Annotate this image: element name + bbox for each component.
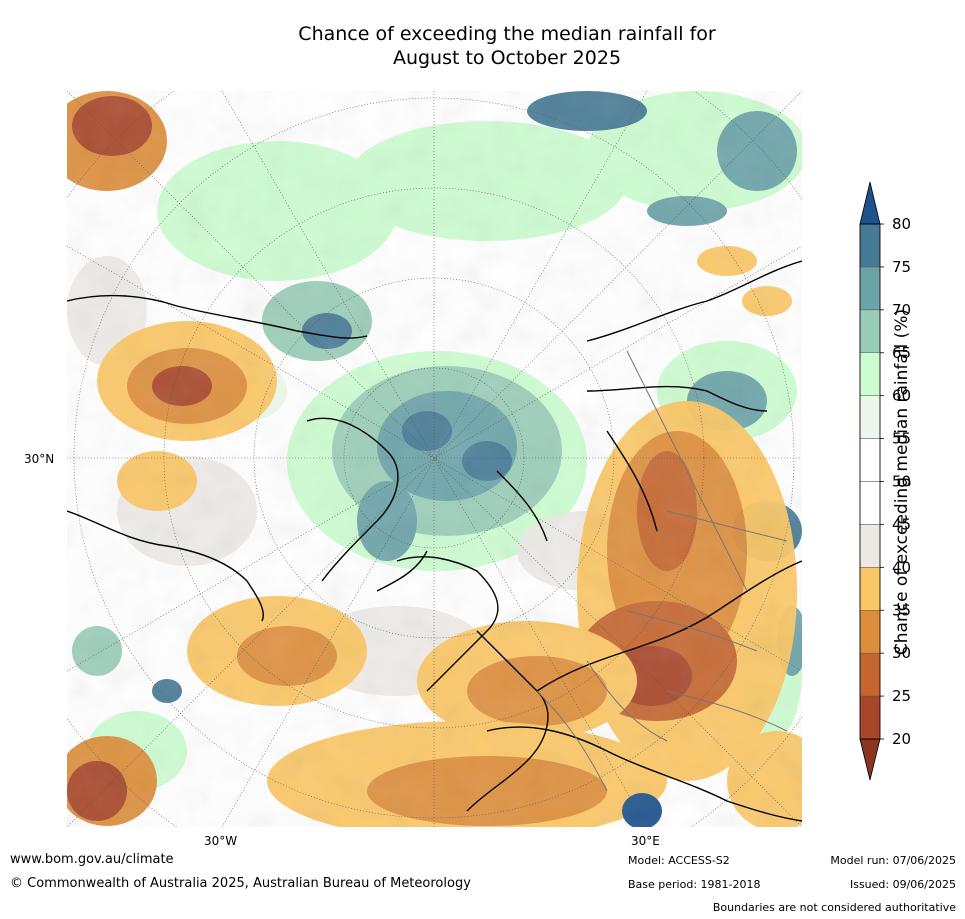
map-canvas (67, 91, 802, 827)
graticule (67, 91, 802, 827)
colorbar-segment (859, 309, 881, 353)
colorbar-segment (859, 438, 881, 482)
mottling-texture (67, 91, 802, 827)
footer-disclaimer: Boundaries are not considered authoritat… (712, 901, 956, 914)
colorbar-segments (859, 223, 881, 740)
footer-base-period: Base period: 1981-2018 (628, 878, 761, 891)
colorbar-ticks: 20 25 30 35 40 45 50 55 60 65 70 75 80 (880, 215, 911, 748)
colorbar-tick-label: 75 (892, 258, 911, 276)
title-line-2: August to October 2025 (392, 47, 622, 69)
colorbar-tick-label: 55 (892, 430, 911, 448)
coastlines (67, 260, 802, 822)
colorbar-over-triangle (859, 181, 881, 225)
country-borders (536, 350, 788, 792)
longitude-label-30e: 30°E (631, 834, 660, 848)
colorbar-tick-label: 50 (892, 473, 911, 491)
colorbar-segment (859, 652, 881, 697)
colorbar-tick-label: 40 (892, 558, 911, 576)
footer-copyright: © Commonwealth of Australia 2025, Austra… (10, 876, 471, 891)
title-line-1: Chance of exceeding the median rainfall … (298, 23, 716, 45)
colorbar-under-triangle (859, 738, 881, 781)
footer-model: Model: ACCESS-S2 (628, 854, 730, 867)
colorbar-label-text: Chance of exceeding median rainfall (%) (892, 308, 912, 655)
colorbar: 20 25 30 35 40 45 50 55 60 65 70 75 80 (859, 181, 911, 781)
colorbar-segment (859, 481, 881, 525)
footer-url: www.bom.gov.au/climate (10, 852, 174, 867)
colorbar-tick-label: 70 (892, 301, 911, 319)
colorbar-segment (859, 524, 881, 568)
rainfall-map (67, 91, 802, 827)
colorbar-tick-label: 20 (892, 730, 911, 748)
longitude-label-30w: 30°W (204, 834, 238, 848)
colorbar-tick-label: 60 (892, 387, 911, 405)
footer-issued: Issued: 09/06/2025 (849, 878, 956, 891)
latitude-label-30n: 30°N (24, 452, 55, 466)
colorbar-label: Chance of exceeding median rainfall (%) (892, 224, 912, 739)
colorbar-tick-label: 35 (892, 601, 911, 619)
colorbar-segment (859, 266, 881, 311)
colorbar-segment (859, 567, 881, 611)
colorbar-segment (859, 695, 881, 740)
colorbar-tick-label: 45 (892, 515, 911, 533)
colorbar-segment (859, 352, 881, 396)
colorbar-tick-label: 65 (892, 344, 911, 362)
colorbar-segment (859, 223, 881, 268)
map-title: Chance of exceeding the median rainfall … (0, 22, 965, 70)
colorbar-tick-label: 80 (892, 215, 911, 233)
colorbar-tick-label: 25 (892, 687, 911, 705)
colorbar-tick-label: 30 (892, 644, 911, 662)
colorbar-segment (859, 395, 881, 439)
footer-model-run: Model run: 07/06/2025 (830, 854, 956, 867)
colorbar-segment (859, 610, 881, 654)
